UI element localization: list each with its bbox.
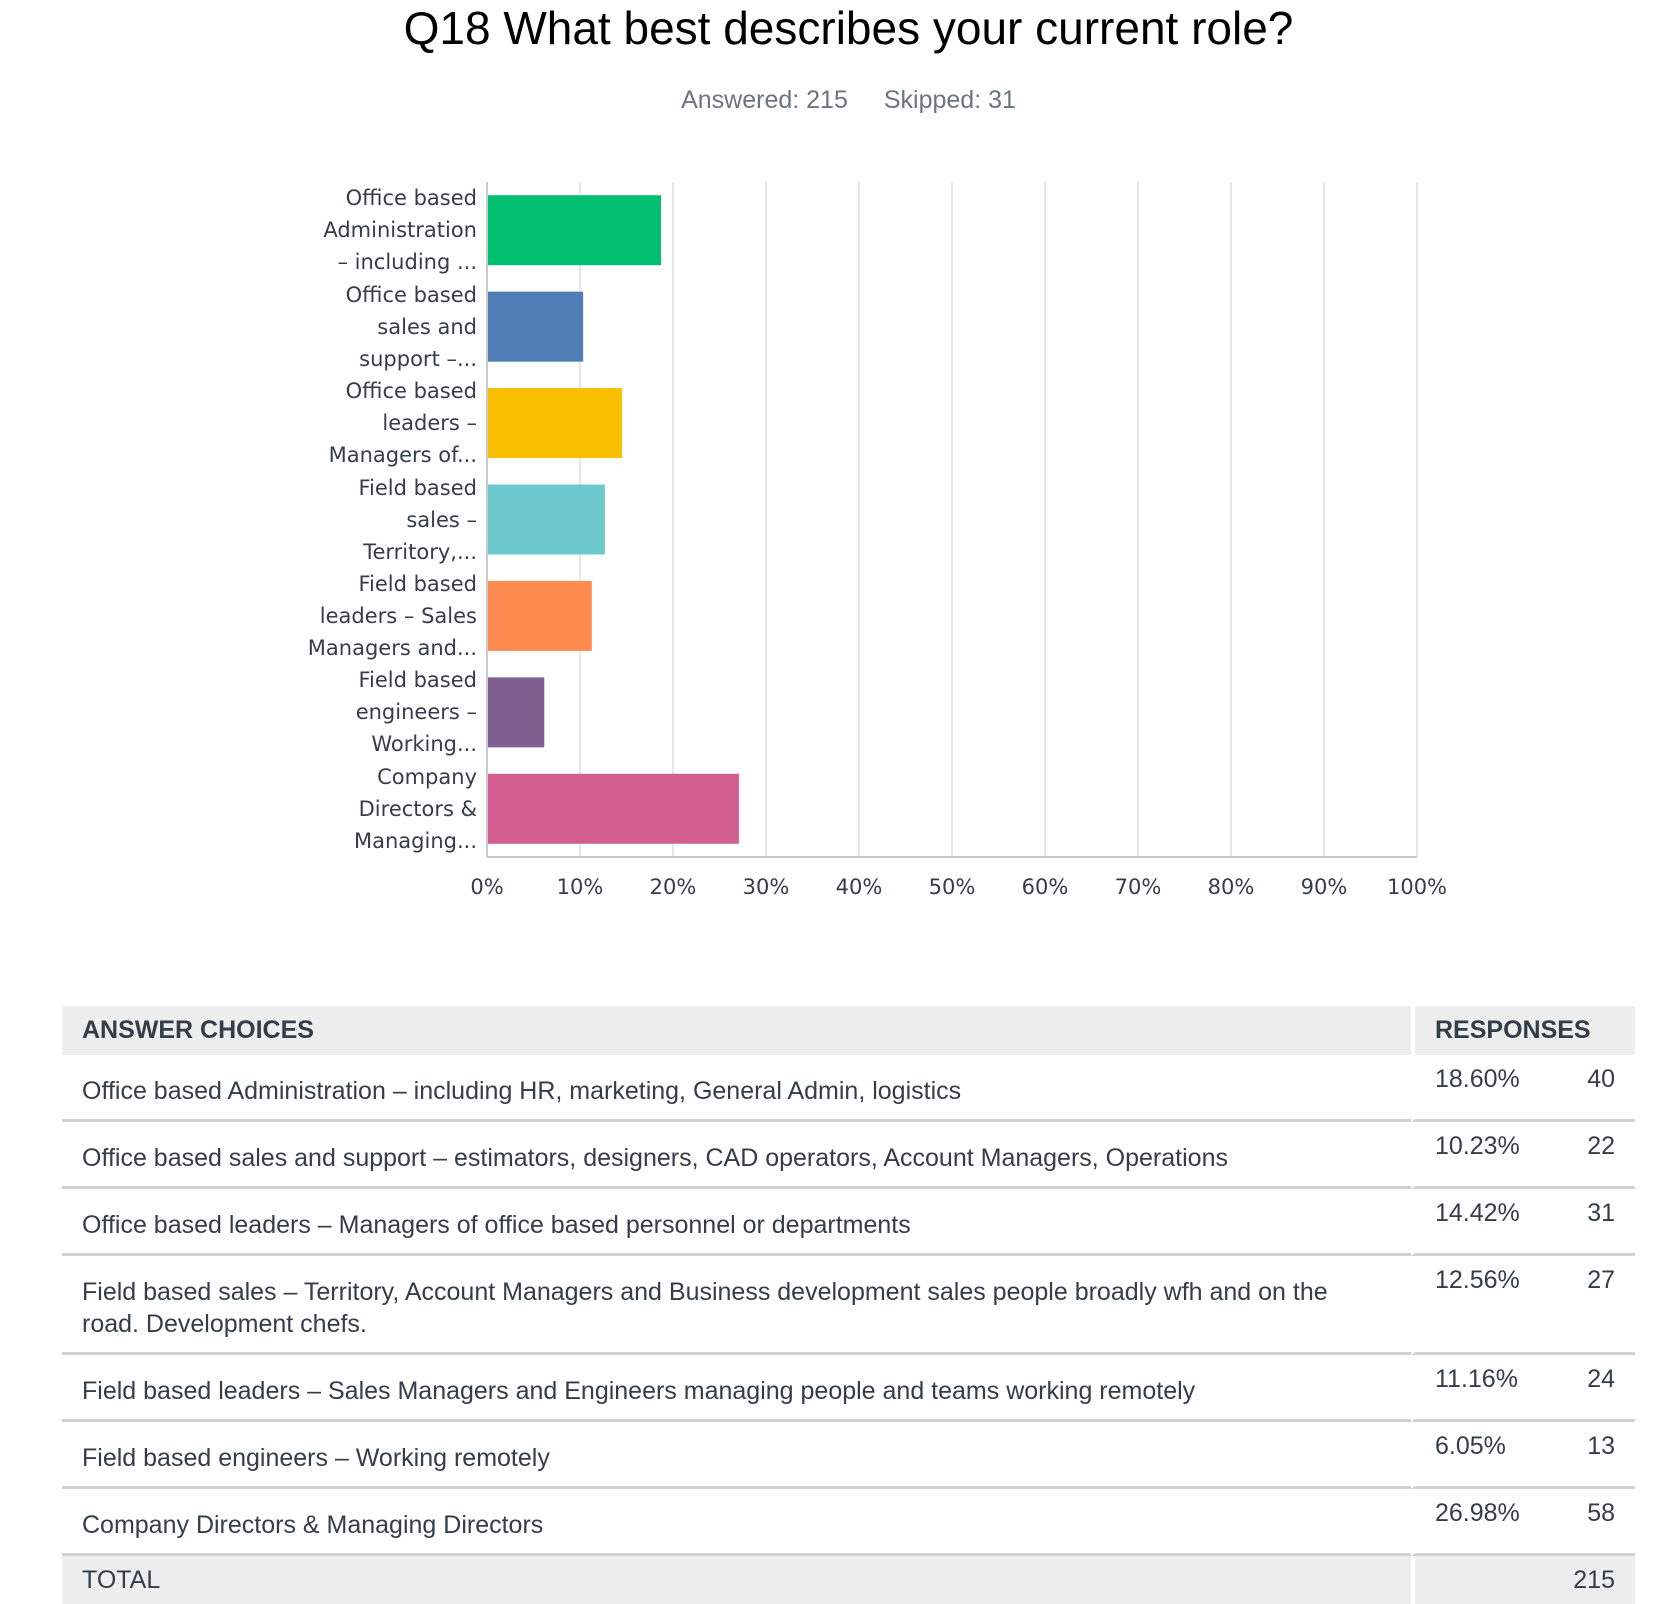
response-percent: 11.16% (1411, 1355, 1545, 1422)
response-count: 31 (1545, 1189, 1635, 1256)
y-category-label: Field based engineers – Working... (277, 664, 477, 760)
table-row: Office based leaders – Managers of offic… (62, 1189, 1635, 1256)
x-tick-label: 70% (1115, 875, 1162, 899)
answer-choice: Office based Administration – including … (62, 1055, 1411, 1122)
bar (488, 388, 623, 459)
y-category-label: Field based sales – Territory,... (277, 472, 477, 568)
y-category-label: Office based Administration – including ..… (277, 182, 477, 278)
y-label-line: sales – (406, 507, 477, 532)
response-percent: 6.05% (1411, 1422, 1545, 1489)
response-percent: 14.42% (1411, 1189, 1545, 1256)
response-percent: 12.56% (1411, 1256, 1545, 1355)
response-count: 22 (1545, 1122, 1635, 1189)
y-label-line: Office based (345, 282, 477, 307)
y-category-label: Office based sales and support –... (277, 279, 477, 375)
total-label: TOTAL (62, 1556, 1411, 1604)
answer-choice: Field based leaders – Sales Managers and… (62, 1355, 1411, 1422)
x-tick-label: 80% (1208, 875, 1255, 899)
bar (488, 291, 584, 362)
bar (488, 773, 739, 844)
x-tick-label: 0% (470, 875, 503, 899)
y-label-line: Administration (323, 218, 477, 243)
answer-choice: Field based engineers – Working remotely (62, 1422, 1411, 1489)
x-tick-label: 90% (1301, 875, 1348, 899)
y-label-line: sales and (377, 314, 477, 339)
y-label-line: Company (377, 764, 477, 789)
y-label-line: leaders – Sales (319, 603, 477, 628)
answer-choice: Office based leaders – Managers of offic… (62, 1189, 1411, 1256)
x-tick-label: 30% (743, 875, 790, 899)
response-count: 58 (1545, 1489, 1635, 1556)
y-label-line: Field based (358, 668, 477, 693)
x-tick-label: 50% (929, 875, 976, 899)
y-label-line: support –... (359, 346, 477, 371)
table-row: Field based engineers – Working remotely… (62, 1422, 1635, 1489)
x-tick-label: 10% (557, 875, 604, 899)
answer-choice: Office based sales and support – estimat… (62, 1122, 1411, 1189)
y-label-line: Managing... (354, 828, 477, 853)
y-category-label: Office based leaders – Managers of... (277, 375, 477, 471)
header-responses: RESPONSES (1411, 1006, 1635, 1055)
response-count: 40 (1545, 1055, 1635, 1122)
response-count: 27 (1545, 1256, 1635, 1355)
skipped-count: Skipped: 31 (883, 86, 1016, 114)
header-answer-choices: ANSWER CHOICES (62, 1006, 1411, 1055)
response-count: 24 (1545, 1355, 1635, 1422)
answered-count: Answered: 215 (681, 86, 848, 114)
y-label-line: Directors & (358, 796, 477, 821)
question-title: Q18 What best describes your current rol… (403, 2, 1294, 54)
answer-choice: Company Directors & Managing Directors (62, 1489, 1411, 1556)
y-label-line: – including ... (337, 250, 477, 275)
y-label-line: Working... (371, 732, 477, 757)
response-percent: 26.98% (1411, 1489, 1545, 1556)
table-row: Field based leaders – Sales Managers and… (62, 1355, 1635, 1422)
y-label-line: Office based (345, 186, 477, 211)
x-tick-label: 20% (650, 875, 697, 899)
y-category-label: Company Directors & Managing... (277, 761, 477, 857)
bar (488, 195, 661, 266)
y-label-line: Managers and... (307, 635, 477, 660)
x-tick-label: 60% (1022, 875, 1069, 899)
y-label-line: Managers of... (328, 443, 477, 468)
response-stats: Answered: 215 Skipped: 31 (10, 84, 1677, 116)
answer-choice: Field based sales – Territory, Account M… (62, 1256, 1411, 1355)
x-tick-label: 100% (1387, 875, 1447, 899)
y-label-line: Office based (345, 379, 477, 404)
y-label-line: Field based (358, 475, 477, 500)
x-tick-label: 40% (836, 875, 883, 899)
y-label-line: leaders – (382, 411, 477, 436)
responses-table: ANSWER CHOICES RESPONSES Office based Ad… (62, 1006, 1635, 1604)
y-label-line: Field based (358, 571, 477, 596)
total-row: TOTAL 215 (62, 1556, 1635, 1604)
response-count: 13 (1545, 1422, 1635, 1489)
bar-chart: 0% 10% 20% 30% 40% 50% 60% 70% 80% 90% 100% (470, 182, 1447, 899)
bar (488, 677, 545, 748)
response-percent: 18.60% (1411, 1055, 1545, 1122)
total-count: 215 (1545, 1556, 1635, 1604)
table-row: Office based sales and support – estimat… (62, 1122, 1635, 1189)
y-category-label: Field based leaders – Sales Managers and..… (277, 568, 477, 664)
bar (488, 484, 605, 555)
y-label-line: engineers – (355, 700, 477, 725)
table-row: Office based Administration – including … (62, 1055, 1635, 1122)
y-label-line: Territory,... (363, 539, 477, 564)
bar (488, 580, 592, 651)
table-row: Field based sales – Territory, Account M… (62, 1256, 1635, 1355)
table-row: Company Directors & Managing Directors 26… (62, 1489, 1635, 1556)
response-percent: 10.23% (1411, 1122, 1545, 1189)
